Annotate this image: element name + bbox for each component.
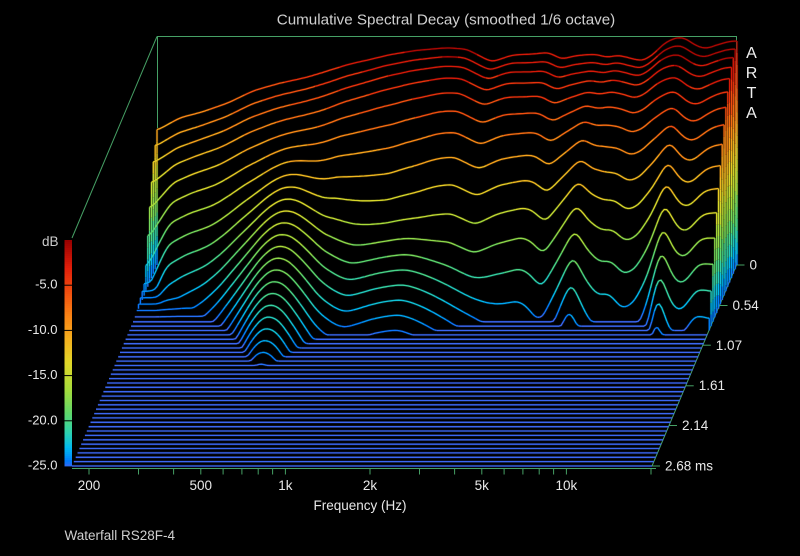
svg-text:dB: dB <box>42 234 59 249</box>
svg-text:2k: 2k <box>363 478 378 493</box>
svg-text:0.54: 0.54 <box>733 298 760 313</box>
svg-text:Waterfall RS28F-4: Waterfall RS28F-4 <box>65 528 176 543</box>
svg-text:Frequency (Hz): Frequency (Hz) <box>313 498 406 513</box>
svg-text:A: A <box>746 45 757 62</box>
svg-text:1k: 1k <box>278 478 293 493</box>
svg-text:2.14: 2.14 <box>682 418 709 433</box>
svg-text:R: R <box>746 65 758 82</box>
svg-text:10k: 10k <box>556 478 578 493</box>
svg-text:1.61: 1.61 <box>699 378 725 393</box>
svg-text:5k: 5k <box>475 478 490 493</box>
svg-text:Cumulative Spectral Decay (smo: Cumulative Spectral Decay (smoothed 1/6 … <box>277 12 616 29</box>
svg-text:2.68 ms: 2.68 ms <box>665 459 713 474</box>
svg-text:200: 200 <box>78 478 101 493</box>
svg-text:0: 0 <box>750 258 758 273</box>
svg-text:500: 500 <box>190 478 213 493</box>
svg-text:-5.0: -5.0 <box>35 277 57 292</box>
svg-text:T: T <box>747 85 757 102</box>
svg-text:-15.0: -15.0 <box>28 367 58 382</box>
svg-text:-25.0: -25.0 <box>28 458 58 473</box>
svg-text:-20.0: -20.0 <box>28 412 58 427</box>
svg-text:A: A <box>746 105 757 122</box>
svg-text:-10.0: -10.0 <box>28 322 58 337</box>
svg-text:1.07: 1.07 <box>716 338 742 353</box>
